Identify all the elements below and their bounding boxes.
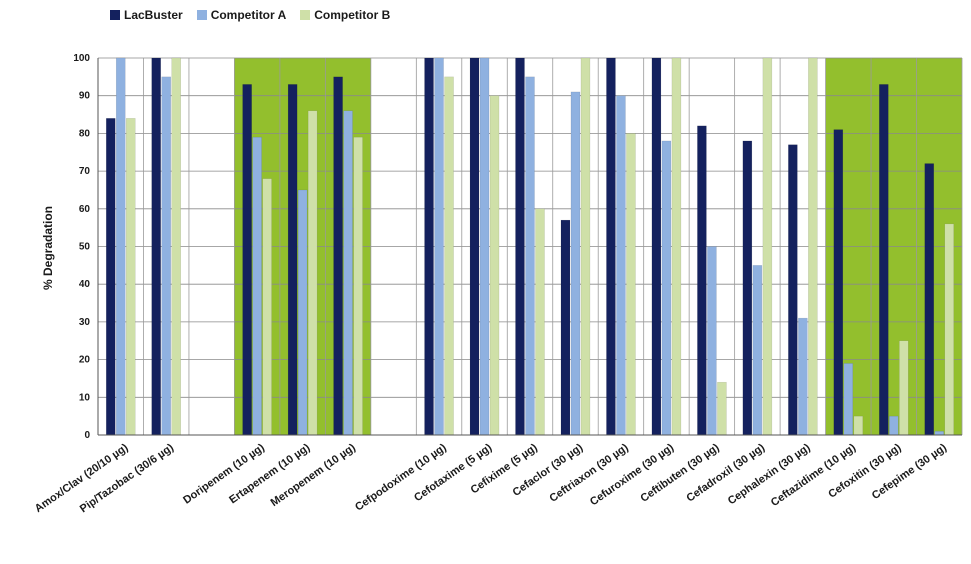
y-tick-label-10: 10 <box>79 392 91 403</box>
bar-lacbuster-18 <box>924 163 935 436</box>
x-tick-label-8: Cefotaxime (5 µg) <box>412 441 494 504</box>
bar-competitor-b-18 <box>944 223 955 436</box>
bar-lacbuster-0 <box>105 118 116 436</box>
bar-competitor-b-4 <box>307 110 318 436</box>
y-tick-label-30: 30 <box>79 317 91 328</box>
bar-lacbuster-7 <box>424 57 434 436</box>
bar-competitor-b-10 <box>580 57 591 436</box>
bar-competitor-a-5 <box>343 110 353 436</box>
legend-item-competitor-a: Competitor A <box>196 8 287 22</box>
bar-lacbuster-17 <box>879 84 889 436</box>
bar-competitor-a-14 <box>752 265 763 436</box>
bar-competitor-b-0 <box>125 118 136 436</box>
x-tick-label-14: Cefadroxil (30 µg) <box>684 441 767 504</box>
y-tick-label-60: 60 <box>79 204 91 215</box>
bar-competitor-a-4 <box>297 189 308 436</box>
x-tick-label-5: Meropenem (10 µg) <box>269 441 358 509</box>
bar-competitor-a-15 <box>798 317 808 436</box>
y-tick-label-40: 40 <box>79 279 91 290</box>
y-tick-label-90: 90 <box>79 91 91 102</box>
x-tick-label-11: Ceftriaxon (30 µg) <box>547 441 630 504</box>
bar-competitor-b-13 <box>717 381 727 436</box>
bar-lacbuster-1 <box>151 57 161 436</box>
legend-swatch-competitor-a <box>196 10 207 20</box>
y-tick-label-0: 0 <box>84 430 90 441</box>
bar-competitor-b-12 <box>671 57 682 436</box>
bar-competitor-a-9 <box>525 76 535 436</box>
bar-lacbuster-10 <box>560 219 571 436</box>
bar-competitor-a-18 <box>934 430 945 436</box>
bar-competitor-b-1 <box>171 57 181 436</box>
bar-lacbuster-8 <box>469 57 480 436</box>
legend-label-competitor-b: Competitor B <box>314 8 391 22</box>
bar-competitor-a-13 <box>707 246 717 436</box>
bar-competitor-b-15 <box>808 57 818 436</box>
y-tick-label-80: 80 <box>79 128 91 139</box>
bar-competitor-a-7 <box>434 57 444 436</box>
chart-legend: LacBuster Competitor A Competitor B <box>110 8 390 22</box>
bar-competitor-b-9 <box>535 208 545 436</box>
bar-competitor-a-12 <box>661 140 672 436</box>
x-tick-label-3: Doripenem (10 µg) <box>181 441 267 506</box>
bar-competitor-b-17 <box>899 340 909 436</box>
legend-swatch-competitor-b <box>300 10 311 20</box>
bar-lacbuster-15 <box>788 144 798 436</box>
y-axis-label: % Degradation <box>41 206 55 290</box>
bar-lacbuster-3 <box>242 84 252 436</box>
bar-competitor-a-0 <box>115 57 126 436</box>
x-tick-label-13: Ceftibuten (30 µg) <box>638 441 721 504</box>
bar-competitor-b-11 <box>626 133 636 436</box>
bar-lacbuster-9 <box>515 57 525 436</box>
bar-competitor-b-3 <box>262 178 272 436</box>
bar-competitor-b-5 <box>353 136 363 436</box>
bar-lacbuster-12 <box>651 57 662 436</box>
y-tick-label-50: 50 <box>79 242 91 253</box>
legend-swatch-lacbuster <box>110 10 120 20</box>
legend-label-competitor-a: Competitor A <box>210 8 287 22</box>
bar-competitor-a-10 <box>570 91 581 436</box>
bar-lacbuster-14 <box>742 140 753 436</box>
bar-competitor-b-7 <box>444 76 454 436</box>
legend-label-lacbuster: LacBuster <box>124 8 183 22</box>
bar-competitor-b-14 <box>762 57 773 436</box>
bar-competitor-a-11 <box>616 95 626 436</box>
x-tick-label-18: Cefepime (30 µg) <box>870 441 949 502</box>
y-tick-label-70: 70 <box>79 166 91 177</box>
bar-competitor-a-1 <box>161 76 171 436</box>
bar-lacbuster-4 <box>287 84 298 436</box>
bar-competitor-a-8 <box>479 57 490 436</box>
legend-item-competitor-b: Competitor B <box>300 8 390 22</box>
y-tick-label-100: 100 <box>73 53 90 64</box>
bar-competitor-b-16 <box>853 415 864 436</box>
x-tick-label-16: Ceftazidime (10 µg) <box>769 441 858 509</box>
legend-item-lacbuster: LacBuster <box>110 8 183 22</box>
bar-lacbuster-11 <box>606 57 616 436</box>
x-tick-label-15: Cephalexin (30 µg) <box>726 441 813 507</box>
bar-competitor-a-3 <box>252 136 262 436</box>
x-tick-label-12: Cefuroxime (30 µg) <box>588 441 676 508</box>
bar-competitor-b-8 <box>489 95 500 436</box>
x-tick-label-4: Ertapenem (10 µg) <box>227 441 312 506</box>
bar-lacbuster-13 <box>697 125 707 436</box>
bar-lacbuster-16 <box>833 129 844 436</box>
bar-competitor-a-16 <box>843 363 854 436</box>
bar-lacbuster-5 <box>333 76 343 436</box>
bars <box>105 57 955 436</box>
y-tick-label-20: 20 <box>79 355 91 366</box>
bar-competitor-a-17 <box>889 415 899 436</box>
